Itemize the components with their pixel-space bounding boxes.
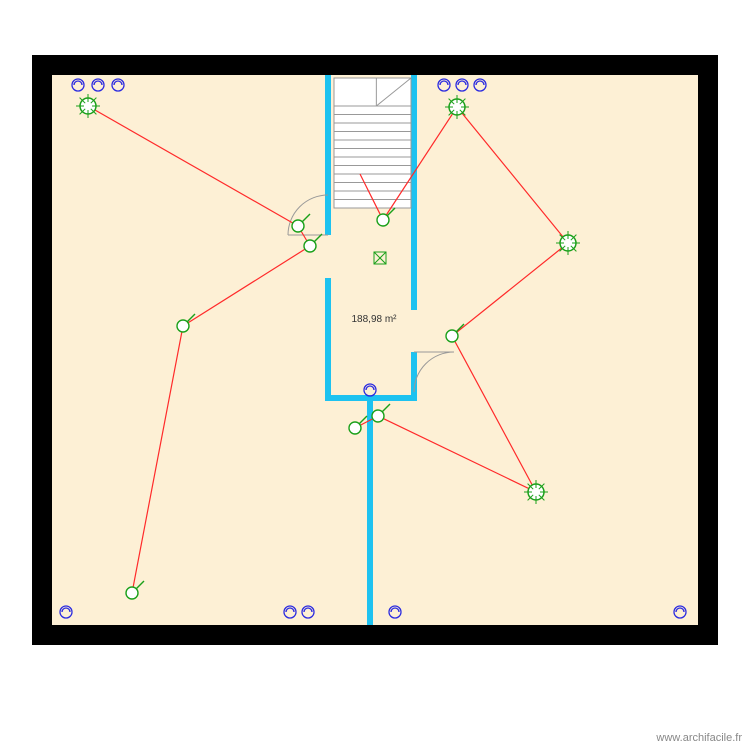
outlet-arc [304, 608, 312, 612]
outlet-arc [114, 81, 122, 85]
outlet-arc [62, 608, 70, 612]
outlet-arc [676, 608, 684, 612]
outlet-arc [440, 81, 448, 85]
ceiling-light-icon [524, 480, 548, 504]
overlay-svg [0, 0, 750, 750]
watermark: www.archifacile.fr [656, 732, 742, 744]
switch-tail [136, 581, 144, 589]
outlet-arc [366, 386, 374, 390]
switch-tail [302, 214, 310, 222]
outlet-arc [458, 81, 466, 85]
outlet-arc [476, 81, 484, 85]
stairs [334, 78, 411, 208]
wire [132, 226, 310, 593]
outlet-arc [286, 608, 294, 612]
ceiling-light-icon [76, 94, 100, 118]
outlet-arc [94, 81, 102, 85]
outlet-arc [74, 81, 82, 85]
ceiling-light-icon [556, 231, 580, 255]
wire [88, 106, 298, 226]
outlet-arc [391, 608, 399, 612]
door-arc [414, 352, 454, 392]
switch-tail [382, 404, 390, 412]
ceiling-light-icon [445, 95, 469, 119]
